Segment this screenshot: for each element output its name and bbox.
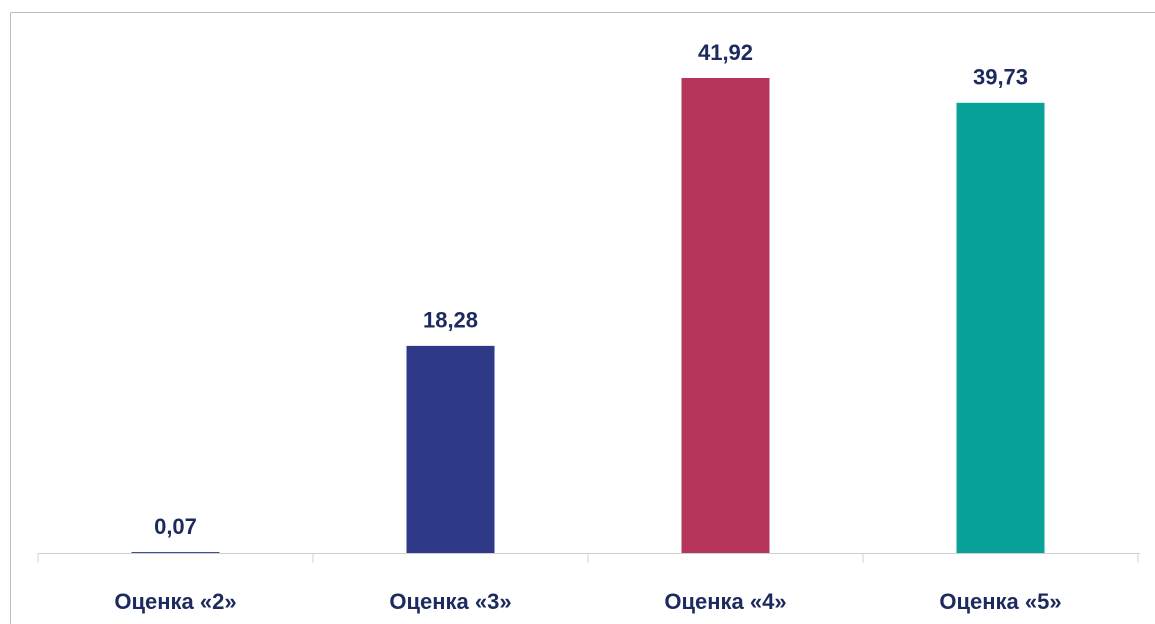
value-label: 0,07 <box>154 514 197 539</box>
x-tick-label: Оценка «5» <box>939 589 1061 614</box>
bar <box>131 552 220 553</box>
x-tick-label: Оценка «2» <box>114 589 236 614</box>
bar <box>681 78 770 553</box>
x-tick-label: Оценка «3» <box>389 589 511 614</box>
value-label: 18,28 <box>423 308 478 333</box>
bar <box>406 345 495 553</box>
x-tick-label: Оценка «4» <box>664 589 786 614</box>
value-label: 41,92 <box>698 40 753 65</box>
value-label: 39,73 <box>973 65 1028 90</box>
bar <box>956 102 1045 553</box>
